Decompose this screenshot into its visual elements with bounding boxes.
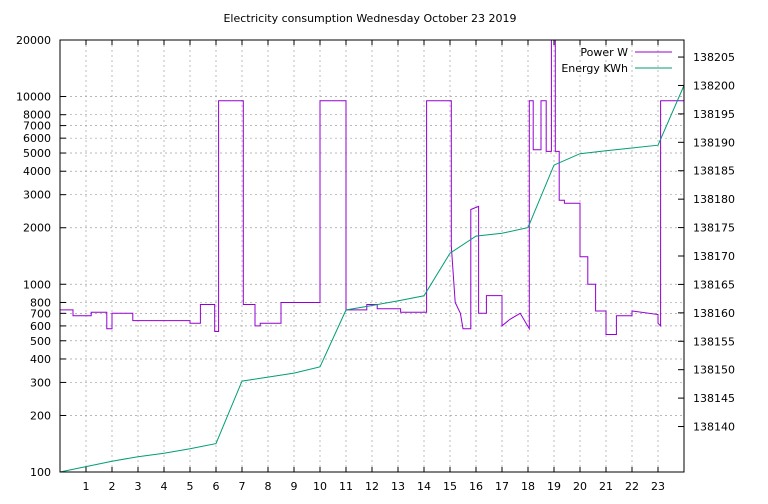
y2-tick-label: 138195 <box>693 108 735 121</box>
y2-tick-label: 138185 <box>693 165 735 178</box>
power-w-line <box>60 39 684 335</box>
y2-tick-label: 138145 <box>693 392 735 405</box>
y-tick-label: 5000 <box>23 147 51 160</box>
y-tick-label: 400 <box>30 353 51 366</box>
chart-title: Electricity consumption Wednesday Octobe… <box>223 12 516 25</box>
x-tick-label: 1 <box>83 480 90 493</box>
x-tick-label: 19 <box>547 480 561 493</box>
legend-label: Power W <box>580 46 628 59</box>
y-tick-label: 300 <box>30 376 51 389</box>
y-tick-label: 8000 <box>23 109 51 122</box>
y2-tick-label: 138165 <box>693 278 735 291</box>
x-tick-label: 15 <box>443 480 457 493</box>
y2-tick-label: 138175 <box>693 222 735 235</box>
y2-tick-label: 138190 <box>693 136 735 149</box>
x-tick-label: 8 <box>265 480 272 493</box>
x-tick-label: 4 <box>161 480 168 493</box>
x-tick-label: 3 <box>135 480 142 493</box>
x-tick-label: 9 <box>291 480 298 493</box>
y-tick-label: 600 <box>30 320 51 333</box>
ticks: 1 2 3 4 5 6 7 8 9 10 11 12 13 14 15 16 17 18 19 20 21 22 23100… <box>16 34 735 493</box>
y2-tick-label: 138180 <box>693 193 735 206</box>
y-tick-label: 10000 <box>16 91 51 104</box>
grid <box>60 39 684 473</box>
y2-tick-label: 138205 <box>693 51 735 64</box>
y-tick-label: 2000 <box>23 222 51 235</box>
x-tick-label: 2 <box>109 480 116 493</box>
x-tick-label: 10 <box>313 480 327 493</box>
x-tick-label: 22 <box>625 480 639 493</box>
y2-tick-label: 138140 <box>693 421 735 434</box>
y-tick-label: 200 <box>30 409 51 422</box>
y-tick-label: 700 <box>30 307 51 320</box>
y2-tick-label: 138155 <box>693 335 735 348</box>
energy-kwh-line <box>59 85 685 473</box>
x-tick-label: 21 <box>599 480 613 493</box>
y-tick-label: 3000 <box>23 189 51 202</box>
legend: Power W Energy KWh <box>561 46 672 75</box>
x-tick-label: 20 <box>573 480 587 493</box>
y-tick-label: 20000 <box>16 34 51 47</box>
y-tick-label: 100 <box>30 466 51 479</box>
y-tick-label: 6000 <box>23 132 51 145</box>
x-tick-label: 14 <box>417 480 431 493</box>
x-tick-label: 7 <box>239 480 246 493</box>
x-tick-label: 13 <box>391 480 405 493</box>
y-tick-label: 7000 <box>23 120 51 133</box>
y2-tick-label: 138160 <box>693 307 735 320</box>
y2-tick-label: 138170 <box>693 250 735 263</box>
legend-label: Energy KWh <box>561 62 628 75</box>
y-tick-label: 1000 <box>23 278 51 291</box>
series-layer <box>59 39 685 473</box>
x-tick-label: 16 <box>469 480 483 493</box>
y-tick-label: 500 <box>30 335 51 348</box>
x-tick-label: 23 <box>651 480 665 493</box>
x-tick-label: 11 <box>339 480 353 493</box>
x-tick-label: 12 <box>365 480 379 493</box>
x-tick-label: 17 <box>495 480 509 493</box>
y2-tick-label: 138150 <box>693 364 735 377</box>
y2-tick-label: 138200 <box>693 79 735 92</box>
x-tick-label: 5 <box>187 480 194 493</box>
x-tick-label: 18 <box>521 480 535 493</box>
y-tick-label: 4000 <box>23 165 51 178</box>
x-tick-label: 6 <box>213 480 220 493</box>
y-tick-label: 800 <box>30 296 51 309</box>
